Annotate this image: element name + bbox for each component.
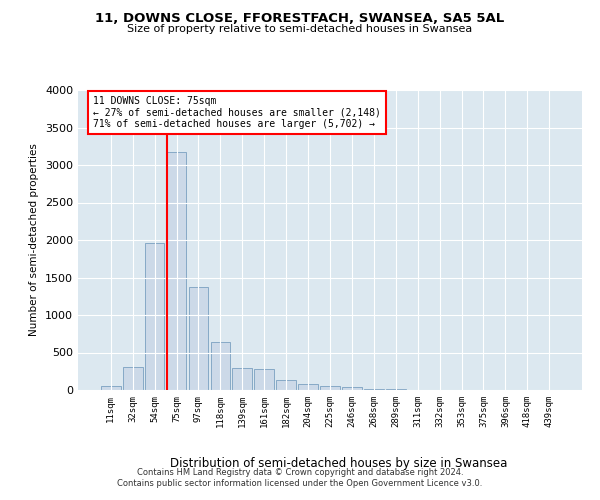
- Bar: [123, 367, 143, 390]
- Bar: [188, 286, 208, 390]
- Text: Size of property relative to semi-detached houses in Swansea: Size of property relative to semi-detach…: [127, 24, 473, 34]
- Bar: [254, 370, 274, 390]
- Bar: [101, 386, 121, 390]
- Bar: [386, 389, 406, 390]
- Text: Distribution of semi-detached houses by size in Swansea: Distribution of semi-detached houses by …: [170, 458, 508, 470]
- Bar: [145, 243, 164, 390]
- Bar: [364, 388, 384, 390]
- Bar: [342, 388, 362, 390]
- Bar: [276, 380, 296, 390]
- Bar: [232, 368, 252, 390]
- Bar: [298, 384, 318, 390]
- Y-axis label: Number of semi-detached properties: Number of semi-detached properties: [29, 144, 40, 336]
- Text: 11 DOWNS CLOSE: 75sqm
← 27% of semi-detached houses are smaller (2,148)
71% of s: 11 DOWNS CLOSE: 75sqm ← 27% of semi-deta…: [93, 96, 381, 129]
- Bar: [211, 342, 230, 390]
- Bar: [167, 152, 187, 390]
- Bar: [320, 386, 340, 390]
- Text: 11, DOWNS CLOSE, FFORESTFACH, SWANSEA, SA5 5AL: 11, DOWNS CLOSE, FFORESTFACH, SWANSEA, S…: [95, 12, 505, 26]
- Text: Contains HM Land Registry data © Crown copyright and database right 2024.
Contai: Contains HM Land Registry data © Crown c…: [118, 468, 482, 487]
